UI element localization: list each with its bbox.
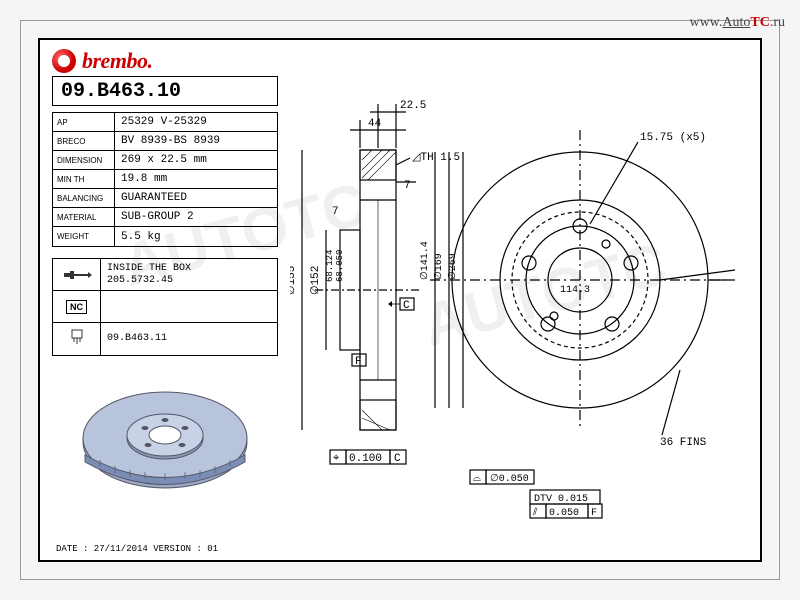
svg-text:⌓: ⌓ xyxy=(473,474,481,485)
svg-text:⫽: ⫽ xyxy=(532,507,538,519)
spec-table: AP25329 V-25329 BRECOBV 8939-BS 8939 DIM… xyxy=(52,112,278,247)
table-row: 09.B463.11 xyxy=(53,323,277,355)
svg-text:F: F xyxy=(591,508,597,519)
table-row: INSIDE THE BOX205.5732.45 xyxy=(53,259,277,291)
date-version: DATE : 27/11/2014 VERSION : 01 xyxy=(56,544,218,554)
table-row: WEIGHT5.5 kg xyxy=(53,227,277,246)
disc-perspective-image xyxy=(70,380,260,520)
table-row: DIMENSION269 x 22.5 mm xyxy=(53,151,277,170)
screw-icon xyxy=(53,259,101,290)
accessories-table: INSIDE THE BOX205.5732.45 NC 09.B463.11 xyxy=(52,258,278,356)
svg-text:C: C xyxy=(403,300,410,312)
svg-text:22.5: 22.5 xyxy=(400,100,426,112)
svg-text:∅155: ∅155 xyxy=(290,266,298,295)
svg-text:DTV 0.015: DTV 0.015 xyxy=(534,494,588,505)
svg-text:◿TH 1.5: ◿TH 1.5 xyxy=(412,152,460,164)
nc-icon: NC xyxy=(53,291,101,322)
svg-text:∅169: ∅169 xyxy=(433,253,445,280)
svg-text:∅141.4: ∅141.4 xyxy=(419,241,431,280)
svg-text:⌖: ⌖ xyxy=(333,453,339,465)
svg-text:68.050: 68.050 xyxy=(335,250,345,282)
brand-logo: brembo. xyxy=(52,48,152,74)
svg-text:C: C xyxy=(394,453,401,465)
table-row: MATERIALSUB-GROUP 2 xyxy=(53,208,277,227)
svg-text:15.75 (x5): 15.75 (x5) xyxy=(640,132,706,144)
table-row: AP25329 V-25329 xyxy=(53,113,277,132)
svg-text:F: F xyxy=(355,356,362,368)
technical-drawing: 44 22.5 ◿TH 1.5 7 7 ∅155 F C ⌖ 0.100 C xyxy=(290,50,750,540)
svg-text:68.124: 68.124 xyxy=(325,250,335,282)
table-row: NC xyxy=(53,291,277,323)
table-row: MIN TH19.8 mm xyxy=(53,170,277,189)
logo-icon xyxy=(52,49,76,73)
paint-icon xyxy=(53,323,101,355)
svg-text:7: 7 xyxy=(332,206,339,218)
svg-text:36 FINS: 36 FINS xyxy=(660,437,707,449)
svg-text:0.100: 0.100 xyxy=(349,453,382,465)
svg-text:44: 44 xyxy=(368,118,382,130)
drawing-frame: brembo. 09.B463.10 AP25329 V-25329 BRECO… xyxy=(38,38,762,562)
svg-text:∅152: ∅152 xyxy=(310,266,322,295)
source-url: www.AutoTC.ru xyxy=(689,15,785,31)
logo-text: brembo. xyxy=(82,48,152,74)
part-number: 09.B463.10 xyxy=(52,76,278,106)
svg-text:0.050: 0.050 xyxy=(549,508,579,519)
svg-text:114.3: 114.3 xyxy=(560,285,590,296)
table-row: BALANCINGGUARANTEED xyxy=(53,189,277,208)
table-row: BRECOBV 8939-BS 8939 xyxy=(53,132,277,151)
svg-text:∅0.050: ∅0.050 xyxy=(490,473,529,485)
svg-text:∅269: ∅269 xyxy=(447,253,459,280)
